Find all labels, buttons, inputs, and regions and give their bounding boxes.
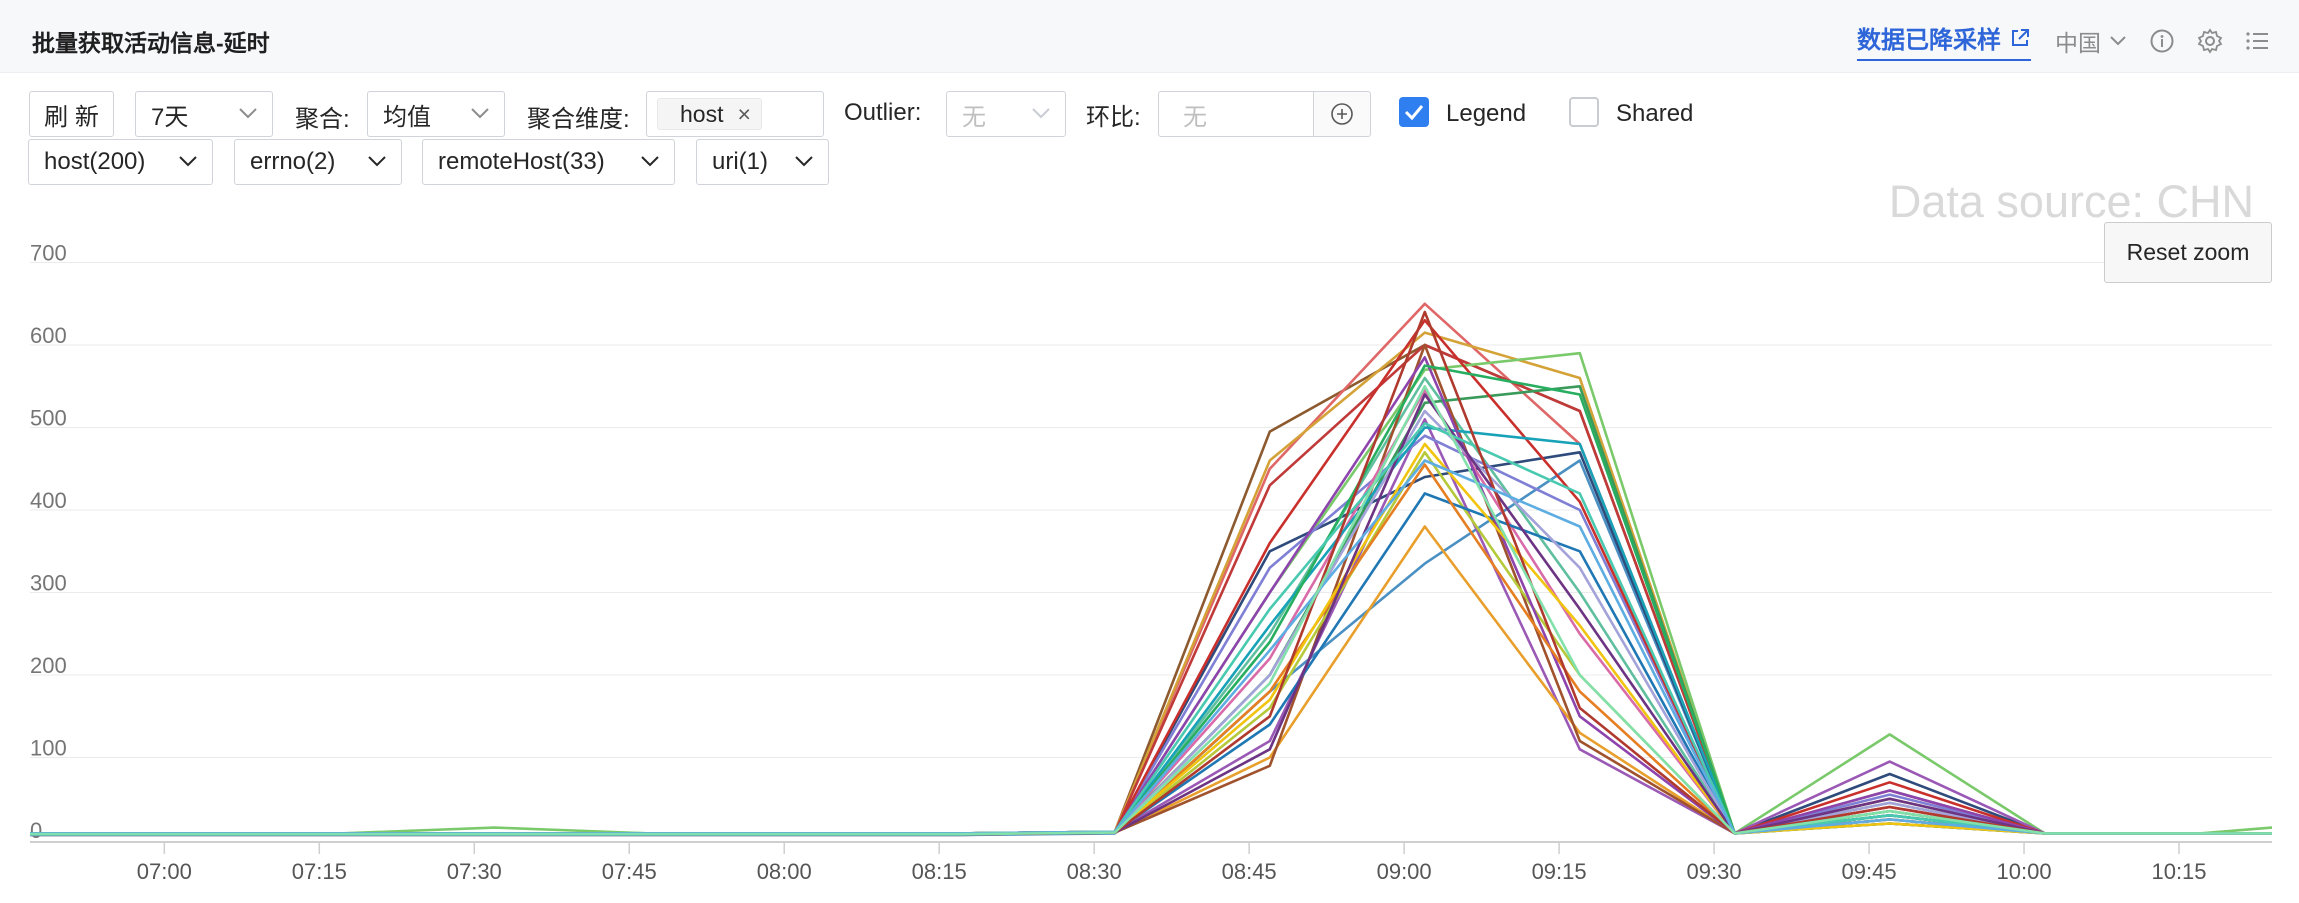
ratio-placeholder: 无 xyxy=(1183,103,1207,131)
y-tick-label: 500 xyxy=(30,406,67,431)
plus-circle-icon xyxy=(1331,103,1353,125)
refresh-label: 刷 新 xyxy=(44,103,99,131)
agg-dim-tag: host × xyxy=(657,98,762,130)
filter-label: host(200) xyxy=(44,148,146,175)
filter-host[interactable]: host(200) xyxy=(28,139,213,185)
y-tick-label: 300 xyxy=(30,571,67,596)
series-line[interactable] xyxy=(30,356,2272,835)
x-tick-label: 09:15 xyxy=(1532,859,1587,884)
filter-uri[interactable]: uri(1) xyxy=(696,139,829,185)
list-icon[interactable] xyxy=(2245,30,2269,52)
agg-dim-select[interactable]: host × xyxy=(646,91,824,137)
agg-dim-tag-label: host xyxy=(680,100,724,127)
filter-label: errno(2) xyxy=(250,148,336,175)
data-source-watermark: Data source: CHN xyxy=(1888,176,2254,227)
chevron-down-icon xyxy=(641,156,659,167)
downsample-label: 数据已降采样 xyxy=(1857,27,2001,54)
series-line[interactable] xyxy=(30,310,2272,836)
chevron-down-icon xyxy=(239,108,257,119)
chevron-down-icon xyxy=(179,156,197,167)
x-tick-label: 08:45 xyxy=(1222,859,1277,884)
header-actions: 数据已降采样 中国 xyxy=(1857,20,2269,61)
panel-header: 批量获取活动信息-延时 数据已降采样 中国 xyxy=(0,0,2299,73)
legend-checkbox[interactable] xyxy=(1399,97,1429,127)
shared-label: Shared xyxy=(1616,100,1694,127)
x-tick-label: 08:15 xyxy=(912,859,967,884)
x-tick-label: 07:45 xyxy=(602,859,657,884)
x-tick-label: 09:45 xyxy=(1842,859,1897,884)
region-value: 中国 xyxy=(2055,29,2101,56)
ratio-label: 环比: xyxy=(1086,104,1141,131)
reset-zoom-button[interactable]: Reset zoom xyxy=(2104,222,2272,283)
x-tick-label: 07:15 xyxy=(292,859,347,884)
x-tick-label: 10:15 xyxy=(2151,859,2206,884)
panel-title: 批量获取活动信息-延时 xyxy=(32,30,270,56)
filter-errno[interactable]: errno(2) xyxy=(234,139,402,185)
gear-icon[interactable] xyxy=(2197,27,2223,54)
refresh-button[interactable]: 刷 新 xyxy=(29,91,114,137)
legend-label: Legend xyxy=(1446,100,1527,127)
x-tick-label: 08:30 xyxy=(1067,859,1122,884)
y-tick-label: 0 xyxy=(30,818,42,843)
chevron-down-icon xyxy=(2110,35,2126,45)
y-tick-label: 600 xyxy=(30,323,67,348)
x-tick-label: 07:00 xyxy=(137,859,192,884)
range-select[interactable]: 7天 xyxy=(135,91,273,137)
external-link-icon xyxy=(2012,28,2029,46)
info-icon[interactable] xyxy=(2149,28,2175,54)
filter-remotehost[interactable]: remoteHost(33) xyxy=(422,139,675,185)
filter-label: remoteHost(33) xyxy=(438,148,605,175)
series-line[interactable] xyxy=(30,385,2272,836)
y-axis-ticks: 0 100 200 300 400 500 600 700 xyxy=(30,241,67,844)
ratio-input[interactable]: 无 xyxy=(1158,91,1314,137)
y-tick-label: 400 xyxy=(30,488,67,513)
chart-grid xyxy=(30,262,2272,758)
x-tick-label: 10:00 xyxy=(1997,859,2052,884)
series-line[interactable] xyxy=(30,343,2272,836)
range-value: 7天 xyxy=(151,103,189,131)
chevron-down-icon xyxy=(368,156,386,167)
x-tick-label: 07:30 xyxy=(447,859,502,884)
outlier-label: Outlier: xyxy=(844,99,922,126)
filter-label: uri(1) xyxy=(712,148,769,175)
outlier-select[interactable]: 无 xyxy=(946,91,1066,137)
chevron-down-icon xyxy=(471,108,489,119)
x-axis: 07:00 07:15 07:30 07:45 08:00 08:15 08:30 08:45… xyxy=(30,841,2272,884)
y-tick-label: 700 xyxy=(30,241,67,266)
series-line[interactable] xyxy=(30,343,2272,837)
chevron-down-icon xyxy=(795,156,813,167)
series-line[interactable] xyxy=(30,351,2273,835)
shared-checkbox[interactable] xyxy=(1569,97,1599,127)
y-tick-label: 200 xyxy=(30,653,67,678)
y-tick-label: 100 xyxy=(30,736,67,761)
region-select[interactable]: 中国 xyxy=(2055,24,2127,58)
check-icon xyxy=(1404,105,1424,121)
close-icon[interactable]: × xyxy=(737,100,751,127)
series-line[interactable] xyxy=(30,343,2272,835)
chart-series xyxy=(30,302,2273,837)
downsample-link[interactable]: 数据已降采样 xyxy=(1857,20,2031,61)
agg-dim-label: 聚合维度: xyxy=(527,106,630,133)
agg-value: 均值 xyxy=(383,103,431,131)
ratio-add-button[interactable] xyxy=(1313,91,1371,137)
x-tick-label: 09:30 xyxy=(1687,859,1742,884)
x-tick-label: 09:00 xyxy=(1377,859,1432,884)
series-line[interactable] xyxy=(30,331,2272,835)
agg-label: 聚合: xyxy=(295,106,350,133)
agg-select[interactable]: 均值 xyxy=(367,91,505,137)
outlier-value: 无 xyxy=(962,103,986,131)
chevron-down-icon xyxy=(1032,108,1050,119)
x-tick-label: 08:00 xyxy=(757,859,812,884)
series-line[interactable] xyxy=(30,426,2272,836)
